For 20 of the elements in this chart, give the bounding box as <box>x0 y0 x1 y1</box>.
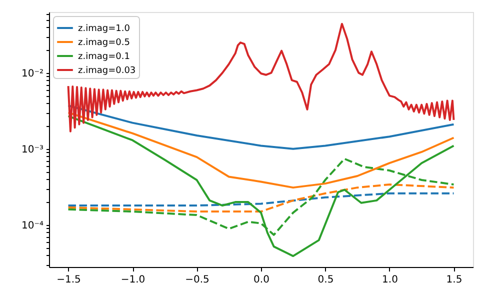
x-tick-label: 1.0 <box>382 274 398 286</box>
x-tick-label: −0.5 <box>185 274 210 286</box>
x-tick-label: 1.5 <box>446 274 462 286</box>
line-series <box>67 115 455 258</box>
line-series <box>67 112 455 189</box>
line-series <box>67 184 455 213</box>
legend-label: z.imag=0.5 <box>78 38 130 48</box>
x-tick-label: −1.5 <box>56 274 81 286</box>
y-tick-label: 10⁻⁴ <box>21 220 44 232</box>
legend-label: z.imag=1.0 <box>78 24 130 34</box>
y-tick-label: 10⁻³ <box>21 144 44 156</box>
x-tick-label: 0.5 <box>318 274 334 286</box>
x-tick-label: −1.0 <box>120 274 146 286</box>
line-series <box>67 192 455 207</box>
y-tick-label: 10⁻² <box>21 68 44 80</box>
x-tick-label: 0.0 <box>254 274 270 286</box>
legend-label: z.imag=0.03 <box>78 66 136 76</box>
line-series <box>67 104 455 150</box>
legend-label: z.imag=0.1 <box>78 52 130 62</box>
line-series <box>67 22 455 132</box>
